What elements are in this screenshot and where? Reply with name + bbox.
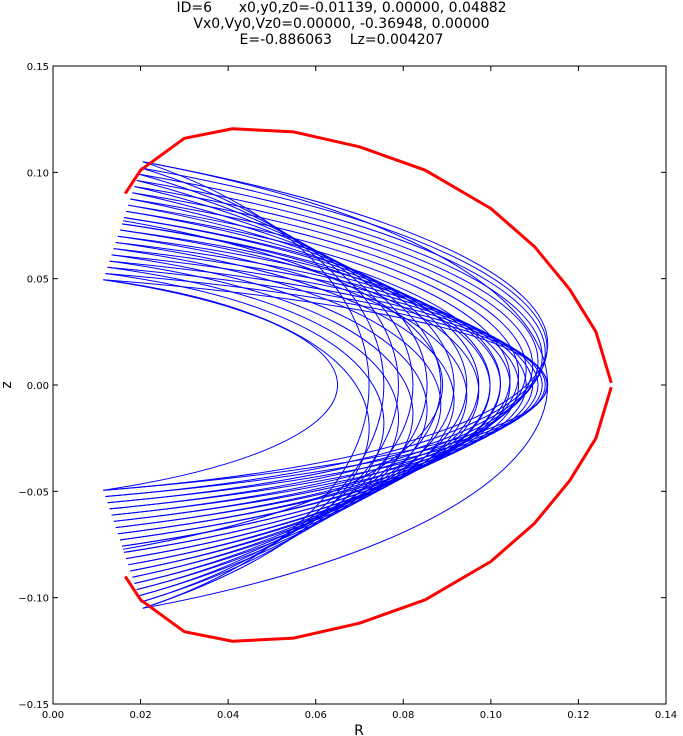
zero-velocity-curve-series [123, 127, 613, 643]
y-tick-label: −0.15 [18, 700, 49, 711]
title-line-2: Vx0,Vy0,Vz0=0.00000, -0.36948, 0.00000 [193, 16, 490, 32]
orbit-strand [115, 198, 527, 529]
orbit-strand [109, 260, 543, 510]
orbit-strand [111, 254, 539, 516]
orbit-strand [122, 220, 443, 550]
x-tick-label: 0.08 [392, 710, 414, 721]
x-tick-label: 0.02 [129, 710, 151, 721]
orbit-strand [124, 217, 491, 553]
orbit-strand [134, 186, 428, 584]
y-tick-label: 0.10 [27, 168, 49, 179]
orbit-strand [103, 279, 339, 491]
orbit-strand [107, 266, 546, 504]
x-axis-label: R [354, 723, 364, 736]
orbit-strand [109, 260, 414, 591]
orbit-strand [126, 210, 480, 560]
y-tick-label: 0.05 [27, 275, 49, 286]
x-tick-label: 0.06 [305, 710, 327, 721]
y-tick-label: 0.00 [27, 381, 49, 392]
x-tick-label: 0.04 [217, 710, 239, 721]
zvc-upper-branch [123, 127, 613, 384]
orbit-strand [140, 167, 385, 603]
orbit-strand [103, 161, 549, 491]
orbit-series [103, 161, 549, 609]
orbit-strand [105, 273, 385, 603]
orbit-strand [132, 192, 442, 578]
y-axis-ticks: −0.15 −0.10 −0.05 0.00 0.05 0.10 0.15 [18, 62, 666, 711]
orbit-strand [103, 279, 370, 609]
orbit-strand [138, 173, 399, 597]
chart-title: ID=6 x0,y0,z0=-0.01139, 0.00000, 0.04882… [0, 0, 683, 48]
orbit-strand [107, 266, 399, 597]
orbit-strand [103, 279, 548, 491]
y-axis-label: z [0, 381, 15, 388]
orbit-strand [105, 273, 548, 497]
y-tick-label: −0.05 [18, 487, 49, 498]
x-tick-label: 0.12 [567, 710, 589, 721]
title-line-3: E=-0.886063 Lz=0.004207 [239, 32, 444, 48]
orbit-strand [105, 167, 548, 497]
orbit-strand [111, 186, 539, 516]
x-tick-label: 0.14 [655, 710, 677, 721]
orbit-strand [128, 204, 468, 566]
orbit-strand [130, 198, 455, 572]
zvc-lower-branch [123, 386, 613, 643]
y-tick-label: 0.15 [27, 62, 49, 73]
x-tick-label: 0.10 [480, 710, 502, 721]
orbit-strand [142, 161, 370, 609]
orbit-strand [115, 241, 455, 572]
title-line-1: ID=6 x0,y0,z0=-0.01139, 0.00000, 0.04882 [176, 0, 507, 16]
orbit-strand [117, 235, 520, 535]
orbit-strand [136, 179, 414, 591]
y-tick-label: −0.10 [18, 594, 49, 605]
orbit-strand [109, 179, 543, 510]
orbit-strand [115, 241, 527, 529]
orbit-strand [121, 217, 501, 547]
orbit-strand [142, 161, 548, 609]
orbit-strand [107, 173, 546, 504]
x-tick-label: 0.00 [42, 710, 64, 721]
orbit-strand [113, 192, 534, 522]
x-axis-ticks: 0.00 0.02 0.04 0.06 0.08 0.10 0.12 0.14 [42, 66, 677, 721]
